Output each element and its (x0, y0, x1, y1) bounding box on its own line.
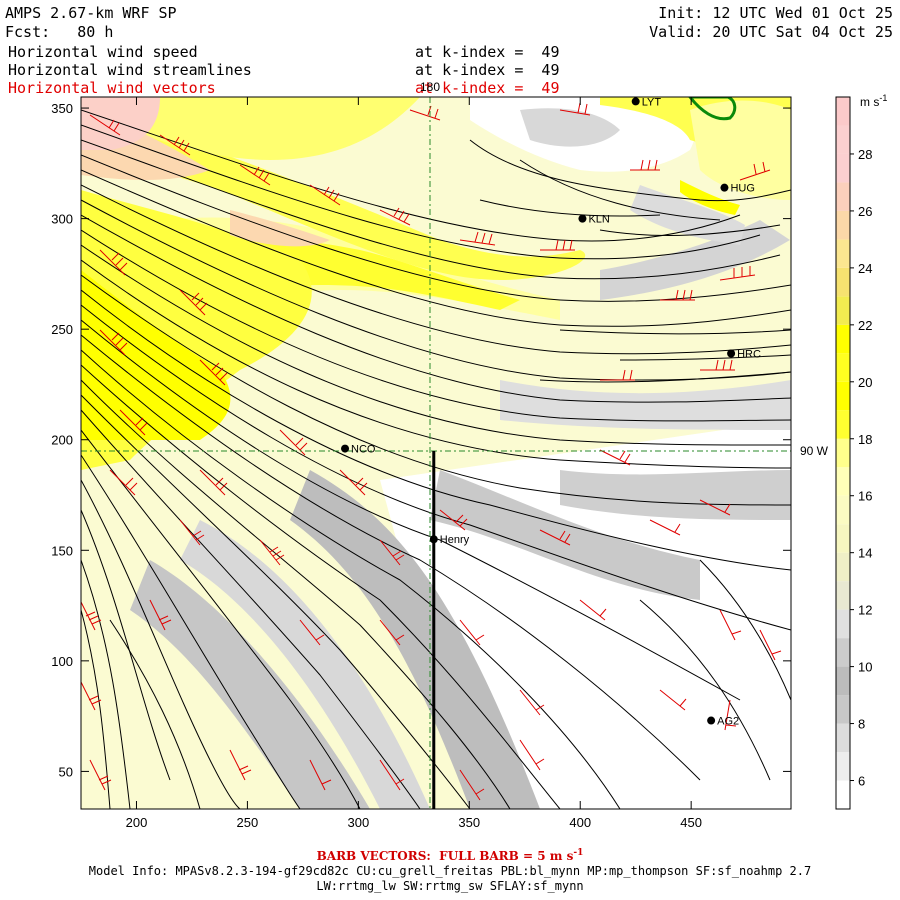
colorbar-bin (836, 324, 850, 354)
valid-line: Valid: 20 UTC Sat 04 Oct 25 (649, 23, 893, 41)
colorbar-label: 12 (858, 603, 872, 618)
valid-label: Valid: (649, 23, 704, 41)
colorbar-bin (836, 467, 850, 496)
physics-info: LW:rrtmg_lw SW:rrtmg_sw SFLAY:sf_mynn (316, 879, 584, 893)
colorbar-label: 24 (858, 261, 872, 276)
y-tick-label: 150 (51, 543, 73, 558)
parallel-label: 90 W (800, 444, 829, 458)
y-axis: 50 100 150 200 250 300 350 (51, 101, 791, 779)
colorbar-bin (836, 210, 850, 240)
colorbar-bin (836, 125, 850, 154)
colorbar-bin (836, 182, 850, 211)
wind-speed-fill (81, 97, 791, 809)
plot-frame (80, 96, 792, 810)
colorbar-bin (836, 638, 850, 667)
colorbar-bin (836, 97, 850, 126)
x-tick-label: 250 (237, 815, 259, 830)
station-label: HRC (737, 348, 761, 360)
y-tick-label: 100 (51, 654, 73, 669)
station-label: AG2 (717, 716, 739, 728)
x-tick-label: 400 (569, 815, 591, 830)
model-info: Model Info: MPASv8.2.3-194-gf29cd82c CU:… (88, 864, 812, 878)
colorbar-unit-text: m s (860, 95, 879, 109)
x-tick-label: 200 (126, 815, 148, 830)
station-marker (341, 444, 350, 453)
colorbar-bin (836, 609, 850, 639)
barb-note-exponent: -1 (573, 848, 584, 858)
colorbar-unit: m s-1 (860, 93, 887, 109)
colorbar-bin (836, 381, 850, 411)
forecast-label: Fcst: (5, 23, 51, 41)
init-line: Init: 12 UTC Wed 01 Oct 25 (658, 4, 893, 22)
barb-vectors-note: BARB VECTORS: FULL BARB = 5 m s-1 (0, 848, 900, 863)
colorbar-label: 8 (858, 717, 865, 732)
colorbar-bin (836, 353, 850, 382)
station-marker (720, 183, 729, 192)
colorbar-bin (836, 524, 850, 553)
colorbar-label: 6 (858, 774, 865, 789)
station-marker (578, 214, 587, 223)
colorbar-bin (836, 723, 850, 753)
colorbar-bin (836, 296, 850, 325)
station-marker (429, 535, 438, 544)
y-tick-label: 50 (59, 764, 73, 779)
stations: NCO Henry KLN HUG HRC AG2 LYT (341, 96, 761, 728)
colorbar-label: 14 (858, 546, 872, 561)
station-label: LYT (642, 96, 662, 108)
station-marker (727, 349, 736, 358)
colorbar-bin (836, 552, 850, 582)
forecast-hours: 80 h (77, 23, 114, 41)
colorbar-bin (836, 495, 850, 525)
field-level-streamlines: at k-index = 49 (415, 61, 560, 79)
colorbar-bin (836, 780, 850, 809)
colorbar-label: 28 (858, 147, 872, 162)
colorbar-bin (836, 581, 850, 610)
meridian-label: 180 (420, 80, 440, 94)
colorbar-label: 22 (858, 318, 872, 333)
model-title: AMPS 2.67-km WRF SP (5, 4, 177, 22)
field-name-speed: Horizontal wind speed (8, 43, 198, 61)
field-name-streamlines: Horizontal wind streamlines (8, 61, 252, 79)
x-tick-label: 350 (458, 815, 480, 830)
colorbar-bin (836, 438, 850, 468)
valid-time: 20 UTC Sat 04 Oct 25 (712, 23, 893, 41)
station-label: NCO (351, 444, 376, 456)
field-level-vectors: at k-index = 49 (415, 79, 560, 97)
station-marker (707, 716, 716, 725)
colorbar-label: 10 (858, 660, 872, 675)
colorbar-label: 20 (858, 375, 872, 390)
field-name-vectors: Horizontal wind vectors (8, 79, 216, 97)
colorbar-bin (836, 695, 850, 724)
colorbar-unit-exponent: -1 (879, 93, 887, 103)
field-level-speed: at k-index = 49 (415, 43, 560, 61)
x-tick-label: 300 (347, 815, 369, 830)
colorbar-label: 18 (858, 432, 872, 447)
x-tick-label: 450 (680, 815, 702, 830)
colorbar-bin (836, 239, 850, 268)
station-label: HUG (730, 183, 754, 195)
init-label: Init: (658, 4, 704, 22)
colorbar: 6 8 10 12 14 16 18 20 22 24 26 28 (835, 96, 872, 810)
colorbar-label: 26 (858, 204, 872, 219)
station-label: KLN (588, 214, 609, 226)
y-tick-label: 250 (51, 322, 73, 337)
colorbar-bin (836, 410, 850, 439)
colorbar-bin (836, 267, 850, 297)
y-tick-label: 200 (51, 433, 73, 448)
colorbar-bin (836, 153, 850, 183)
station-marker (631, 97, 640, 106)
station-label: Henry (440, 534, 470, 546)
y-tick-label: 300 (51, 212, 73, 227)
init-time: 12 UTC Wed 01 Oct 25 (712, 4, 893, 22)
colorbar-label: 16 (858, 489, 872, 504)
x-axis: 200 250 300 350 400 450 (126, 97, 702, 830)
barb-note-text: BARB VECTORS: FULL BARB = 5 m s (316, 849, 574, 863)
colorbar-bin (836, 752, 850, 781)
colorbar-bin (836, 666, 850, 696)
forecast-line: Fcst: 80 h (5, 23, 113, 41)
colorbar-frame (835, 96, 851, 810)
y-tick-label: 350 (51, 101, 73, 116)
